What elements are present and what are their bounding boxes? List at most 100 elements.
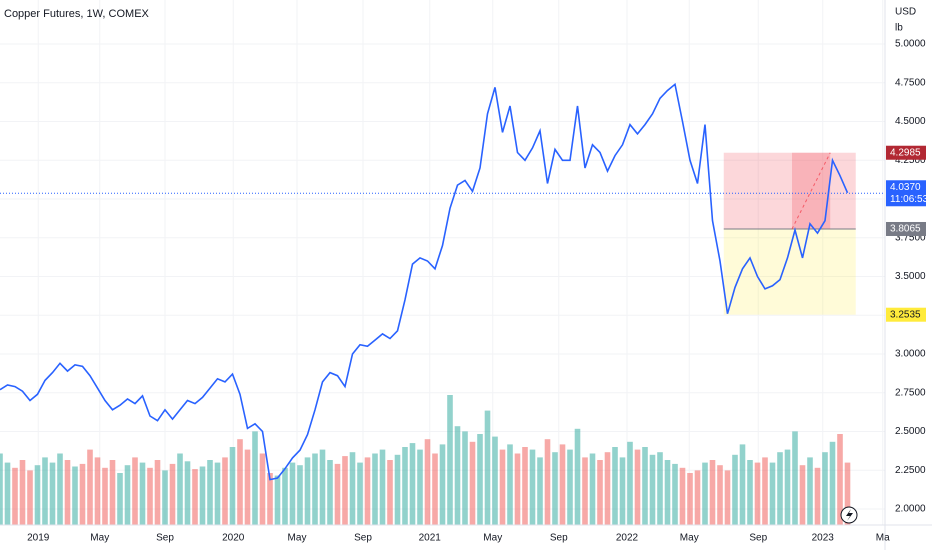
volume-bar — [709, 460, 716, 525]
volume-bar — [792, 431, 798, 525]
volume-bar — [0, 453, 3, 525]
volume-bar — [469, 441, 476, 525]
y-tick-label: 3.7500 — [895, 232, 926, 243]
volume-bar — [619, 457, 626, 525]
volume-bar — [72, 466, 78, 525]
volume-bar — [27, 470, 33, 525]
x-tick-label: Sep — [354, 533, 372, 544]
x-tick-label: 2020 — [222, 533, 245, 544]
y-tick-label: 4.7500 — [895, 77, 926, 88]
x-tick-label: 2023 — [812, 533, 835, 544]
volume-bar — [694, 470, 701, 525]
countdown: 11:06:53 — [890, 194, 929, 205]
x-tick-label: May — [483, 533, 502, 544]
volume-bar — [679, 467, 686, 525]
x-tick-label: 2019 — [27, 533, 50, 544]
volume-bar — [312, 453, 318, 525]
stop-badge: 3.2535 — [890, 309, 921, 320]
volume-bar — [664, 460, 671, 525]
volume-bar — [747, 460, 753, 525]
volume-bar — [642, 447, 648, 525]
y-tick-label: 5.0000 — [895, 39, 926, 50]
volume-bar — [432, 453, 438, 525]
x-tick-label: May — [680, 533, 699, 544]
volume-bar — [214, 462, 221, 525]
price-line — [0, 82, 849, 481]
volume-bar — [34, 465, 41, 525]
y-tick-label: 3.0000 — [895, 349, 926, 360]
x-tick-label: Sep — [156, 533, 174, 544]
volume-bar — [784, 449, 791, 525]
volume-bar — [147, 467, 153, 525]
volume-bar — [79, 463, 86, 525]
volume-bar — [394, 454, 401, 525]
entry-badge-bg — [886, 221, 926, 236]
volume-bar — [12, 467, 18, 525]
y-tick-label: 2.5000 — [895, 426, 926, 437]
volume-bar — [844, 462, 851, 525]
volume-bar — [192, 469, 198, 525]
volume-bar — [244, 449, 251, 525]
profit-zone — [723, 152, 856, 229]
volume-bar — [402, 447, 408, 525]
volume-bar — [87, 449, 93, 525]
volume-bar — [304, 457, 311, 525]
volume-bar — [687, 473, 693, 525]
x-tick-label: Ma — [876, 533, 890, 544]
last-price-badge-bg — [886, 180, 926, 207]
volume-bar — [507, 444, 513, 525]
volume-bar — [387, 460, 393, 525]
volume-bar — [334, 463, 341, 525]
y-tick-label: 4.2500 — [895, 155, 926, 166]
volume-bar — [672, 463, 678, 525]
loss-zone — [723, 228, 856, 315]
volume-bar — [777, 452, 783, 525]
volume-bar — [454, 426, 461, 525]
volume-bar — [252, 431, 258, 525]
volume-bar — [814, 467, 821, 525]
x-tick-label: 2022 — [616, 533, 639, 544]
volume-bar — [49, 462, 56, 525]
volume-bar — [207, 460, 213, 525]
volume-bar — [297, 465, 303, 525]
volume-bar — [259, 453, 266, 525]
x-tick-label: 2021 — [419, 533, 442, 544]
replay-icon[interactable] — [840, 506, 858, 524]
volume-bar — [229, 447, 236, 525]
volume-bar — [522, 447, 528, 525]
volume-bar — [807, 457, 813, 525]
volume-bar — [702, 462, 708, 525]
volume-bar — [492, 436, 498, 525]
volume-bar — [267, 473, 273, 525]
volume-bar — [274, 475, 281, 525]
volume-bar — [327, 460, 333, 525]
volume-bar — [717, 465, 723, 525]
volume-bar — [124, 465, 131, 525]
volume-bar — [439, 444, 446, 525]
volume-bar — [559, 444, 566, 525]
volume-bar — [837, 434, 843, 525]
volume-bar — [597, 460, 603, 525]
volume-bar — [724, 470, 731, 525]
volume-bar — [289, 462, 296, 525]
x-tick-label: May — [288, 533, 307, 544]
plot-area — [0, 0, 885, 525]
trade-path — [791, 152, 831, 230]
volume-bar — [799, 465, 806, 525]
volume-bar — [424, 439, 431, 525]
volume-bar — [177, 453, 183, 525]
volume-bar — [537, 457, 543, 525]
x-tick-label: Sep — [749, 533, 767, 544]
volume-bar — [657, 452, 663, 525]
volume-bar — [514, 453, 521, 525]
volume-bar — [117, 473, 123, 525]
volume-bar — [42, 457, 48, 525]
volume-bar — [484, 410, 491, 525]
volume-bar — [364, 457, 371, 525]
volume-bar — [64, 460, 71, 525]
volume-bar — [199, 466, 206, 525]
volume-bar — [499, 449, 506, 525]
last-price-badge: 4.0370 — [890, 182, 921, 193]
volume-bar — [319, 449, 326, 525]
volume-bar — [94, 457, 101, 525]
